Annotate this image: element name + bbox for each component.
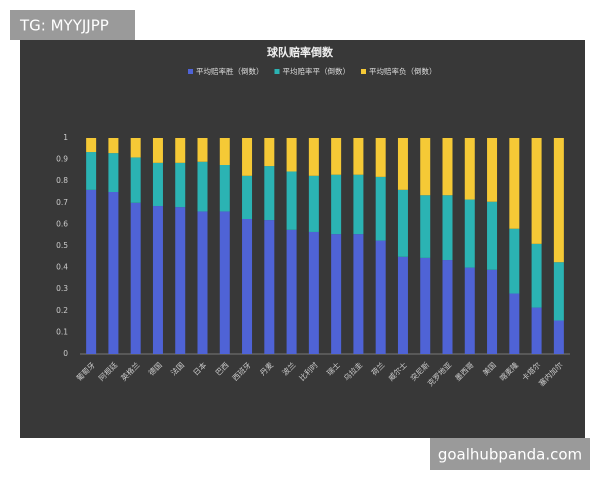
bar-segment [331,138,342,175]
bar-segment [152,206,163,354]
bar-segment [464,138,475,200]
bar-segment [487,138,498,202]
bar-segment [420,138,431,196]
bar-segment [86,138,97,153]
bar-segment [531,307,542,354]
bar-segment [197,211,208,354]
bar-segment [197,161,208,212]
bar-segment [108,153,119,192]
y-tick-label: 0.4 [56,263,68,272]
bar-segment [308,231,319,354]
tag-text: TG: MYYJJPP [19,17,109,35]
bar-segment [420,257,431,354]
y-tick-label: 0.3 [56,284,68,293]
bar-segment [553,138,564,263]
bar-segment [509,228,520,294]
bar-segment [219,211,230,354]
bar-segment [152,162,163,207]
bar-segment [152,138,163,163]
legend-label: 平均赔率负（倒数） [369,66,437,76]
y-tick-label: 0.2 [56,306,68,315]
y-tick-label: 0.9 [56,155,68,164]
bar-segment [353,174,364,235]
y-tick-label: 0 [63,349,68,358]
bar-segment [197,138,208,162]
legend-swatch [188,69,193,74]
bar-segment [264,166,275,221]
bar-segment [487,269,498,354]
y-tick-label: 0.7 [56,198,68,207]
chart-title: 球队赔率倒数 [267,45,334,59]
bar-segment [553,262,564,321]
bar-segment [242,219,253,354]
bar-segment [175,162,186,208]
bar-segment [442,195,453,261]
bar-segment [308,138,319,176]
bar-segment [286,229,297,354]
y-tick-label: 1 [63,133,68,142]
legend-swatch [361,69,366,74]
bar-segment [242,175,253,219]
bar-segment [375,240,386,354]
bar-segment [331,234,342,354]
bar-segment [219,165,230,212]
bar-segment [531,243,542,308]
bar-segment [242,138,253,176]
bar-segment [130,157,141,203]
bar-segment [397,189,408,257]
watermark-box [430,438,590,470]
bar-segment [175,207,186,354]
bar-segment [509,293,520,354]
bar-segment [464,199,475,268]
bar-segment [130,138,141,158]
bar-segment [442,260,453,354]
legend-label: 平均赔率胜（倒数） [196,66,264,76]
legend-label: 平均赔率平（倒数） [283,66,351,76]
bar-segment [464,267,475,354]
watermark-text: goalhubpanda.com [438,446,582,464]
bar-segment [264,138,275,167]
legend-swatch [274,69,280,74]
bar-segment [175,138,186,163]
bar-segment [86,152,97,190]
bar-segment [553,320,564,354]
bar-segment [487,201,498,270]
y-tick-label: 0.8 [56,176,68,185]
y-tick-label: 0.5 [56,241,68,250]
bar-segment [509,138,520,229]
bar-segment [353,138,364,175]
bar-segment [442,138,453,196]
y-tick-label: 0.6 [56,219,68,228]
bar-segment [130,202,141,354]
bar-segment [286,138,297,172]
bar-segment [264,220,275,354]
bar-segment [108,138,119,154]
bar-segment [397,138,408,190]
bar-segment [531,138,542,244]
bar-segment [375,138,386,177]
bar-segment [86,189,97,354]
bar-segment [353,234,364,354]
bar-segment [420,195,431,258]
bar-segment [286,171,297,230]
bar-segment [375,176,386,241]
tag-box [10,10,135,40]
bar-segment [108,192,119,354]
y-tick-label: 0.1 [56,327,68,336]
bar-segment [397,256,408,354]
bar-segment [308,175,319,232]
bar-segment [219,138,230,165]
bar-segment [331,174,342,235]
